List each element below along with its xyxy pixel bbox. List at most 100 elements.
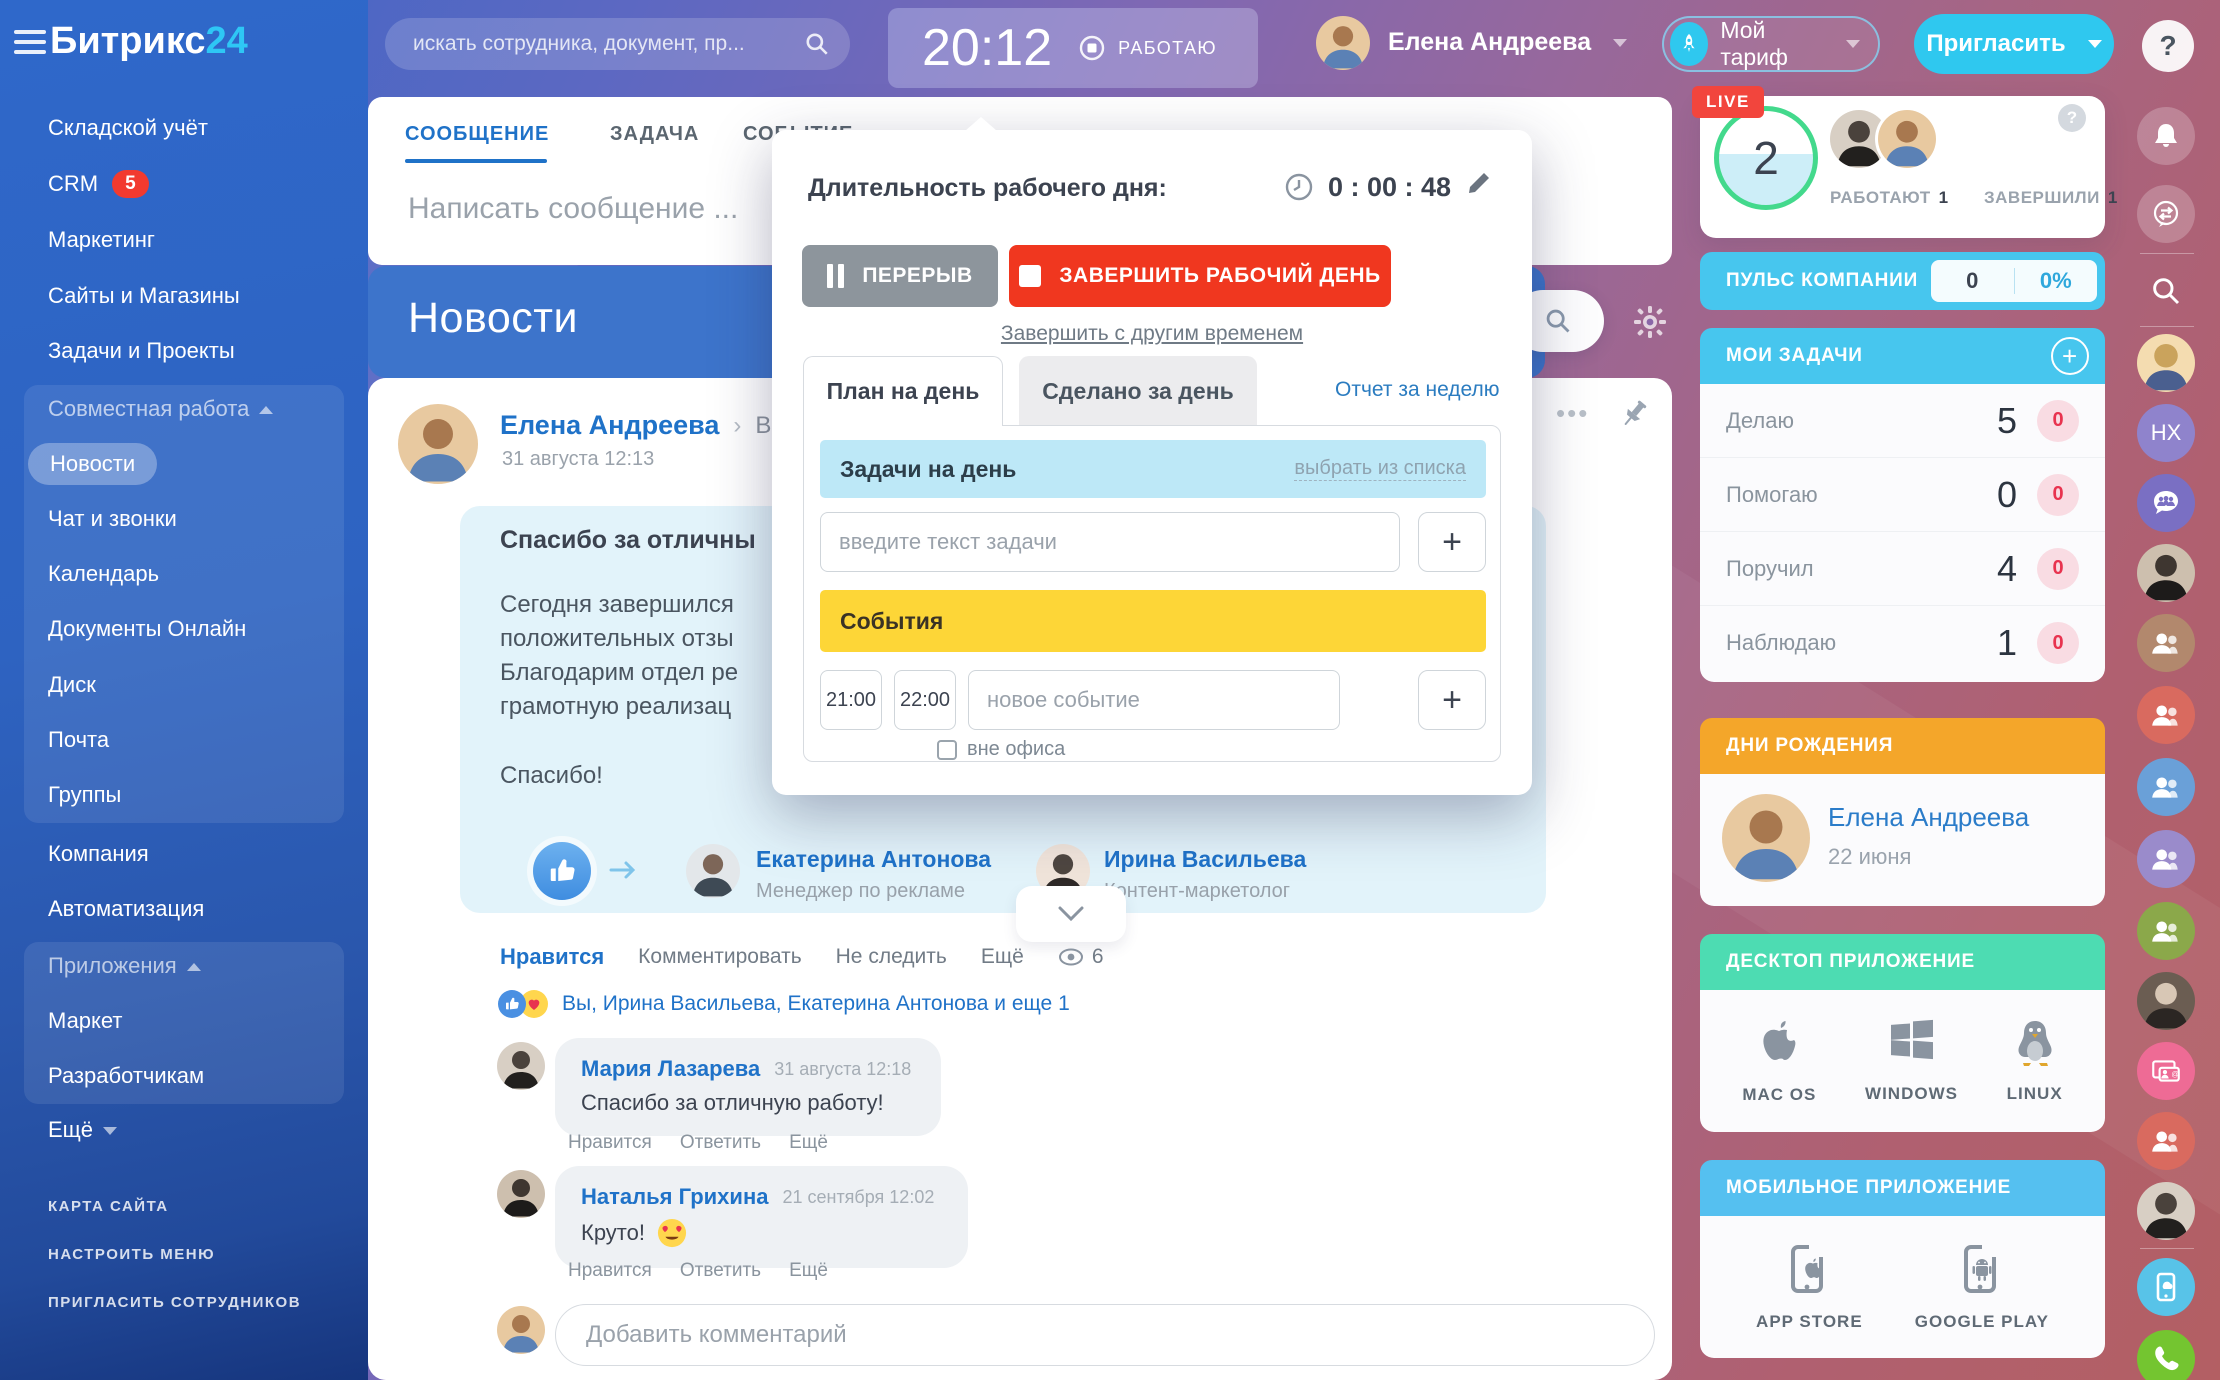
- sidebar-item-news[interactable]: Новости: [28, 443, 158, 485]
- finish-workday-button[interactable]: ЗАВЕРШИТЬ РАБОЧИЙ ДЕНЬ: [1009, 245, 1391, 307]
- strip-user-hx-badge[interactable]: HX: [2137, 404, 2195, 462]
- sidebar-link-invite-employees[interactable]: ПРИГЛАСИТЬ СОТРУДНИКОВ: [48, 1294, 302, 1311]
- live-avatar[interactable]: [1878, 110, 1936, 168]
- global-search-input[interactable]: [413, 32, 804, 56]
- strip-group-button[interactable]: [2137, 686, 2195, 744]
- liker-name[interactable]: Ирина Васильева: [1104, 846, 1307, 872]
- task-text-input[interactable]: введите текст задачи: [820, 512, 1400, 572]
- edit-pencil-icon[interactable]: [1464, 170, 1492, 198]
- global-search[interactable]: [385, 18, 850, 70]
- sidebar-item-disk[interactable]: Диск: [48, 672, 96, 697]
- add-event-button[interactable]: +: [1418, 670, 1486, 730]
- topbar-user-menu[interactable]: Елена Андреева: [1388, 28, 1628, 57]
- strip-avatar[interactable]: [2137, 972, 2195, 1030]
- strip-avatar[interactable]: [2137, 334, 2195, 392]
- help-button[interactable]: ?: [2142, 20, 2194, 72]
- tab-day-plan[interactable]: План на день: [803, 356, 1003, 426]
- my-tariff-button[interactable]: Мой тариф: [1662, 16, 1880, 72]
- reaction-like-icon[interactable]: [498, 990, 526, 1018]
- mobile-sync-button[interactable]: [2137, 1258, 2195, 1316]
- liker-name[interactable]: Екатерина Антонова: [756, 846, 992, 872]
- desktop-linux-link[interactable]: LINUX: [2007, 1019, 2063, 1104]
- sidebar-item-calendar[interactable]: Календарь: [48, 561, 160, 586]
- comment-more-link[interactable]: Ещё: [789, 1132, 828, 1153]
- sidebar-item-company[interactable]: Компания: [48, 841, 149, 866]
- live-help-icon[interactable]: ?: [2058, 104, 2086, 132]
- mobile-appstore-link[interactable]: APP STORE: [1756, 1242, 1863, 1332]
- comment-avatar[interactable]: [497, 1042, 545, 1090]
- live-count-circle[interactable]: 2: [1714, 106, 1818, 210]
- tab-message[interactable]: СООБЩЕНИЕ: [405, 123, 550, 145]
- comment-more-link[interactable]: Ещё: [789, 1260, 828, 1281]
- comment-reply-link[interactable]: Ответить: [679, 1260, 762, 1281]
- week-report-link[interactable]: Отчет за неделю: [1335, 378, 1500, 401]
- strip-group-button[interactable]: [2137, 902, 2195, 960]
- finish-other-time-link[interactable]: Завершить с другим временем: [1000, 322, 1304, 345]
- sidebar-item-stock[interactable]: Складской учёт: [48, 115, 208, 140]
- sidebar-link-configure-menu[interactable]: НАСТРОИТЬ МЕНЮ: [48, 1246, 216, 1263]
- break-button[interactable]: ПЕРЕРЫВ: [802, 245, 998, 307]
- post-author-name[interactable]: Елена Андреева: [500, 410, 720, 440]
- comment-avatar[interactable]: [497, 1170, 545, 1218]
- comment-reply-link[interactable]: Ответить: [679, 1132, 762, 1153]
- news-settings-gear-icon[interactable]: [1632, 304, 1668, 340]
- app-logo[interactable]: Битрикс24: [50, 20, 248, 62]
- tab-task[interactable]: ЗАДАЧА: [610, 123, 700, 145]
- sidebar-item-mail[interactable]: Почта: [48, 727, 110, 752]
- sidebar-item-marketing[interactable]: Маркетинг: [48, 227, 155, 252]
- post-more-menu[interactable]: •••: [1556, 398, 1590, 428]
- birthday-avatar[interactable]: [1722, 794, 1810, 882]
- tab-day-done[interactable]: Сделано за день: [1019, 356, 1257, 426]
- strip-group-button[interactable]: [2137, 614, 2195, 672]
- notifications-button[interactable]: [2137, 107, 2195, 165]
- comment-author[interactable]: Наталья Грихина: [581, 1184, 769, 1209]
- post-like-link[interactable]: Нравится: [500, 944, 605, 969]
- pin-icon[interactable]: [1616, 396, 1652, 432]
- task-row[interactable]: Делаю 5 0: [1700, 384, 2105, 458]
- company-pulse-bar[interactable]: ПУЛЬС КОМПАНИИ 0 0%: [1700, 252, 2105, 310]
- birthday-name[interactable]: Елена Андреева: [1828, 802, 2030, 832]
- sidebar-item-tasks[interactable]: Задачи и Проекты: [48, 338, 235, 363]
- post-more-link[interactable]: Ещё: [980, 945, 1024, 968]
- sidebar-item-more[interactable]: Ещё: [48, 1117, 118, 1143]
- post-collapse-button[interactable]: [1016, 886, 1126, 942]
- menu-icon[interactable]: [14, 30, 46, 54]
- sidebar-section-collab[interactable]: Совместная работа: [48, 396, 274, 422]
- strip-group-button[interactable]: [2137, 830, 2195, 888]
- strip-avatar[interactable]: [2137, 544, 2195, 602]
- sidebar-item-sites[interactable]: Сайты и Магазины: [48, 283, 240, 308]
- desktop-macos-link[interactable]: MAC OS: [1742, 1018, 1816, 1105]
- sidebar-item-developers[interactable]: Разработчикам: [48, 1063, 205, 1088]
- strip-contacts-button[interactable]: @: [2137, 1042, 2195, 1100]
- event-text-input[interactable]: новое событие: [968, 670, 1340, 730]
- telephony-button[interactable]: [2137, 1330, 2195, 1380]
- strip-search-button[interactable]: [2137, 262, 2195, 320]
- sidebar-link-sitemap[interactable]: КАРТА САЙТА: [48, 1198, 169, 1215]
- sidebar-item-market[interactable]: Маркет: [48, 1008, 123, 1033]
- composer-input[interactable]: Написать сообщение ...: [408, 192, 739, 225]
- mobile-googleplay-link[interactable]: GOOGLE PLAY: [1915, 1242, 2049, 1332]
- pick-from-list-link[interactable]: выбрать из списка: [1294, 457, 1466, 481]
- event-time-from-input[interactable]: 21:00: [820, 670, 882, 730]
- comment-like-link[interactable]: Нравится: [568, 1260, 652, 1281]
- add-task-plus-icon[interactable]: +: [2051, 337, 2089, 375]
- strip-group-button[interactable]: [2137, 1112, 2195, 1170]
- task-row[interactable]: Наблюдаю 1 0: [1700, 606, 2105, 680]
- post-unfollow-link[interactable]: Не следить: [835, 945, 947, 968]
- sidebar-item-groups[interactable]: Группы: [48, 782, 122, 807]
- post-author-avatar[interactable]: [398, 404, 478, 484]
- invite-button[interactable]: Пригласить: [1914, 14, 2114, 74]
- task-row[interactable]: Помогаю 0 0: [1700, 458, 2105, 532]
- sidebar-item-automation[interactable]: Автоматизация: [48, 896, 205, 921]
- sidebar-item-docs[interactable]: Документы Онлайн: [48, 616, 247, 641]
- sidebar-item-crm[interactable]: CRM 5: [48, 170, 149, 198]
- strip-group-button[interactable]: [2137, 758, 2195, 816]
- out-of-office-checkbox[interactable]: [937, 739, 957, 760]
- reactions-who-text[interactable]: Вы, Ирина Васильева, Екатерина Антонова …: [562, 992, 1070, 1015]
- add-task-button[interactable]: +: [1418, 512, 1486, 572]
- search-icon[interactable]: [804, 31, 830, 57]
- task-row[interactable]: Поручил 4 0: [1700, 532, 2105, 606]
- group-chat-button[interactable]: [2137, 474, 2195, 532]
- strip-avatar[interactable]: [2137, 1182, 2195, 1240]
- comment-author[interactable]: Мария Лазарева: [581, 1056, 761, 1081]
